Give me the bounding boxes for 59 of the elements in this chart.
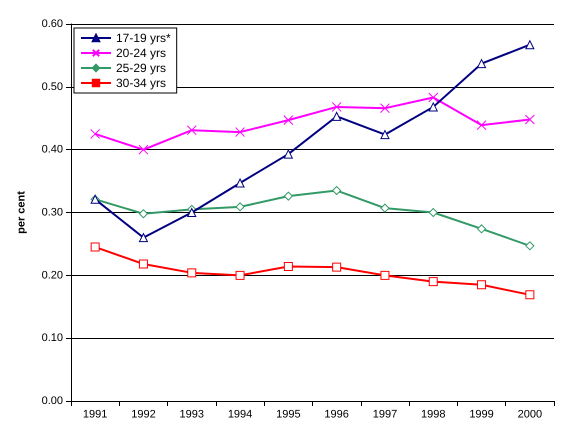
y-axis-title: per cent [16,190,28,234]
point [138,144,148,155]
point [284,150,293,159]
x-tick-label: 1996 [324,408,349,420]
point [477,59,486,68]
x-tick-label: 1998 [421,408,446,420]
point [332,102,342,112]
point [332,186,342,196]
point [380,270,390,280]
x-tick-label: 1995 [276,408,301,420]
x-tick-label: 1994 [228,408,252,420]
point [236,178,245,188]
y-tick-label: 0.50 [42,80,63,93]
point [380,130,390,140]
x-tick-label: 1991 [82,408,108,420]
point [428,92,438,103]
point [380,103,390,114]
y-tick-label: 0.40 [42,144,63,156]
point [283,115,294,126]
x-tick-label: 1993 [180,408,204,420]
point [235,127,246,138]
legend-label: 30-34 yrs [116,76,166,90]
y-tick-label: 0.10 [42,332,63,344]
point [380,204,390,213]
x-tick-label: 2000 [518,408,542,420]
point [332,112,342,121]
point [236,202,245,212]
legend-label: 17-19 yrs* [116,31,172,45]
legend-label: 20-24 yrs [116,46,166,60]
point [332,262,342,272]
point [525,241,534,250]
y-tick-label: 0.30 [42,206,63,218]
point [138,209,148,218]
legend-label: 25-29 yrs [116,61,166,75]
point [524,114,535,125]
point [138,233,148,242]
point [187,268,196,278]
point [186,125,197,136]
point [477,224,486,234]
point [477,280,486,290]
point [187,208,196,217]
x-tick-label: 1992 [131,408,156,420]
y-tick-label: 0.00 [42,395,63,407]
x-tick-label: 1997 [372,408,398,420]
point [90,242,100,252]
x-tick-label: 1999 [469,408,494,420]
point [284,262,293,272]
point [476,120,487,130]
point [428,102,438,112]
point [525,40,534,50]
point [525,290,534,300]
point [138,260,148,269]
y-tick-label: 0.20 [42,269,63,282]
point [284,192,293,201]
point [428,277,438,286]
point [428,208,438,217]
point [236,270,245,280]
point [90,128,100,139]
y-tick-label: 0.60 [42,18,63,30]
